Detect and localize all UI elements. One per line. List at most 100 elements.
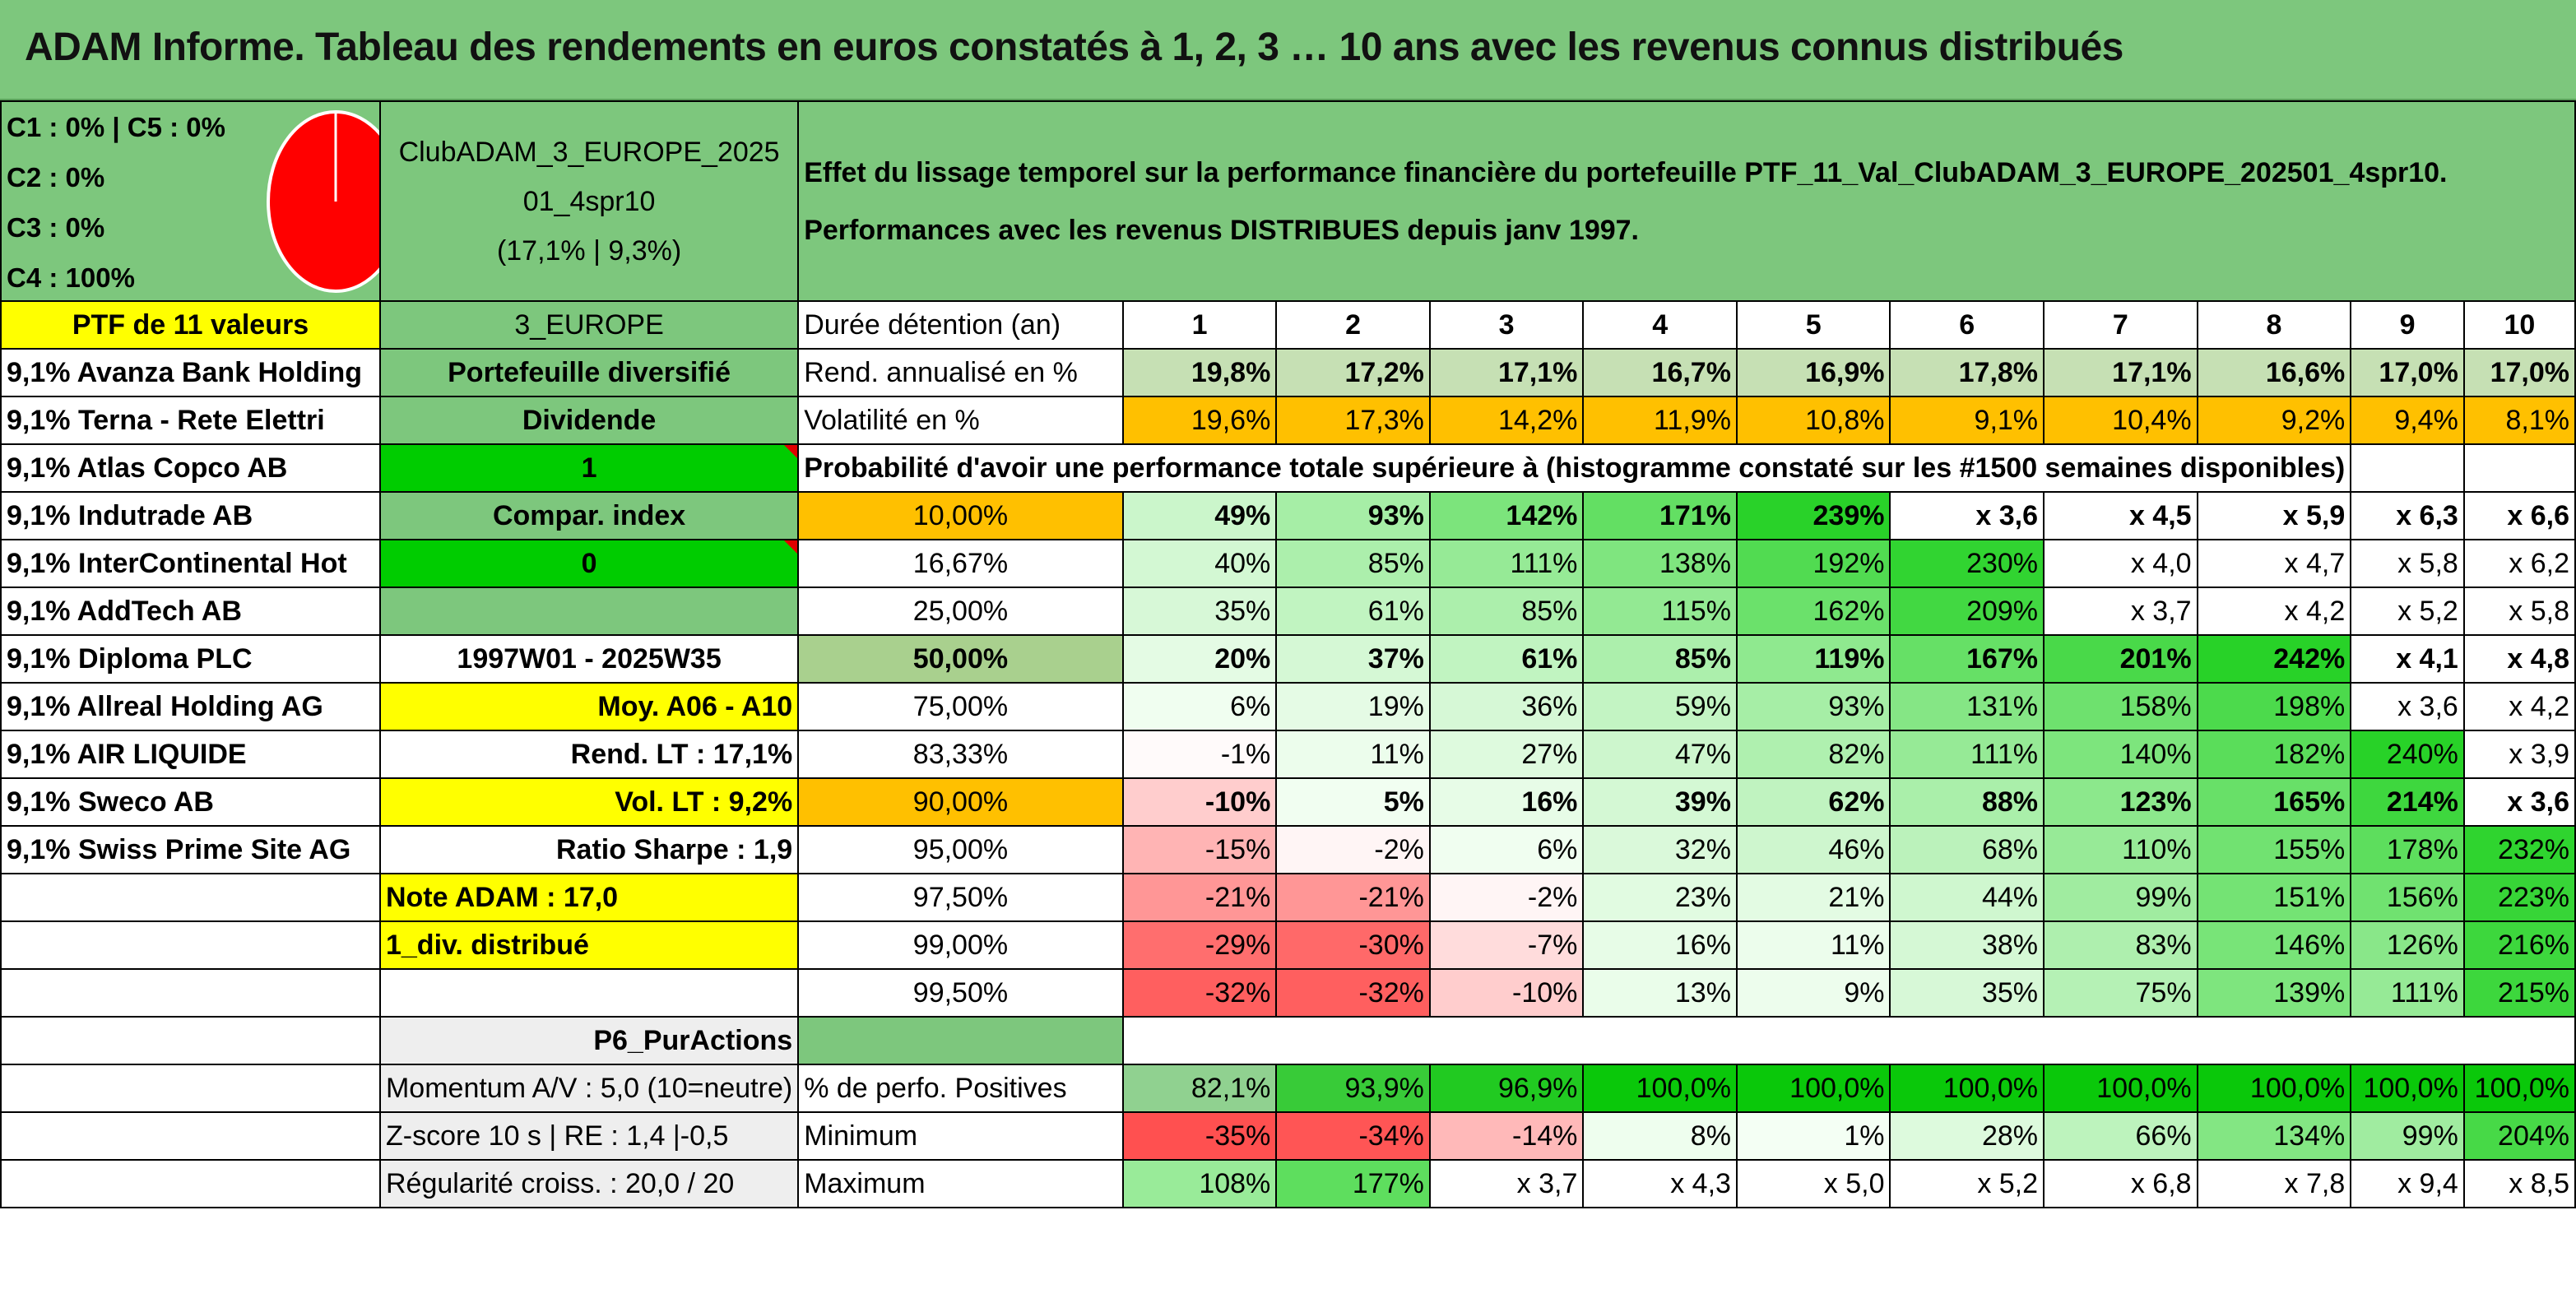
probability-level: 90,00% <box>797 777 1124 827</box>
probability-value: -10% <box>1428 968 1585 1018</box>
legend-item: C4 : 100% <box>7 262 135 293</box>
minimum-value: -14% <box>1428 1111 1585 1161</box>
probability-value: 242% <box>2196 634 2352 684</box>
positive-perf-value: 82,1% <box>1121 1064 1278 1113</box>
maximum-value: x 7,8 <box>2196 1159 2352 1208</box>
positive-perf-value: 100,0% <box>2043 1064 2198 1113</box>
table-row: 9,1% Swiss Prime Site AG Ratio Sharpe : 1… <box>0 825 2576 874</box>
probability-value: -32% <box>1275 968 1431 1018</box>
empty-cell <box>0 873 381 922</box>
maximum-label: Maximum <box>797 1159 1124 1208</box>
holding-item: 9,1% Indutrade AB <box>0 491 381 540</box>
holding-item: 9,1% Diploma PLC <box>0 634 381 684</box>
portfolio-name-line: 01_4spr10 <box>522 185 656 217</box>
description-line: Performances avec les revenus DISTRIBUES… <box>804 214 1639 246</box>
table-row: P6_PurActions <box>0 1016 2576 1065</box>
portfolio-name-line: (17,1% | 9,3%) <box>496 234 682 267</box>
legend-item: C3 : 0% <box>7 212 105 243</box>
probability-value: x 4,5 <box>2043 491 2198 540</box>
maximum-value: x 5,2 <box>1889 1159 2045 1208</box>
long-term-return: Rend. LT : 17,1% <box>378 730 800 779</box>
average-label: Moy. A06 - A10 <box>378 682 800 731</box>
probability-value: 11% <box>1735 920 1891 970</box>
annual-return-value: 17,0% <box>2350 348 2465 397</box>
probability-value: 88% <box>1889 777 2045 827</box>
table-row: 9,1% Allreal Holding AG Moy. A06 - A10 75,… <box>0 682 2576 731</box>
annual-return-label: Rend. annualisé en % <box>797 348 1124 397</box>
maximum-value: 108% <box>1121 1159 1278 1208</box>
volatility-value: 10,4% <box>2043 396 2198 445</box>
probability-value: 138% <box>1582 539 1738 588</box>
empty-cell <box>0 968 381 1018</box>
period-range: 1997W01 - 2025W35 <box>378 634 800 684</box>
positive-perf-label: % de perfo. Positives <box>797 1064 1124 1113</box>
empty-cell <box>378 968 800 1018</box>
probability-value: 142% <box>1428 491 1585 540</box>
minimum-value: -34% <box>1275 1111 1431 1161</box>
positive-perf-value: 100,0% <box>2350 1064 2465 1113</box>
probability-value: 85% <box>1582 634 1738 684</box>
adam-score: Note ADAM : 17,0 <box>378 873 800 922</box>
probability-value: 158% <box>2043 682 2198 731</box>
year-header: 8 <box>2196 300 2352 350</box>
duration-label: Durée détention (an) <box>797 300 1124 350</box>
compar-index-value: 0 <box>378 539 800 588</box>
probability-level: 83,33% <box>797 730 1124 779</box>
volatility-value: 9,1% <box>1889 396 2045 445</box>
probability-value: -21% <box>1275 873 1431 922</box>
probability-value: 37% <box>1275 634 1431 684</box>
maximum-value: x 5,0 <box>1735 1159 1891 1208</box>
probability-value: -2% <box>1275 825 1431 874</box>
probability-value: 13% <box>1582 968 1738 1018</box>
probability-value: 39% <box>1582 777 1738 827</box>
probability-value: x 3,7 <box>2043 587 2198 636</box>
probability-level: 10,00% <box>797 491 1124 540</box>
probability-value: 11% <box>1275 730 1431 779</box>
probability-value: 35% <box>1121 587 1278 636</box>
probability-value: 140% <box>2043 730 2198 779</box>
probability-value: 20% <box>1121 634 1278 684</box>
year-header: 2 <box>1275 300 1431 350</box>
holding-item: 9,1% Terna - Rete Elettri <box>0 396 381 445</box>
probability-value: 23% <box>1582 873 1738 922</box>
table-row: Note ADAM : 17,0 97,50% -21% -21% -2% 23% 21% 4… <box>0 873 2576 922</box>
probability-value: 151% <box>2196 873 2352 922</box>
probability-value: 5% <box>1275 777 1431 827</box>
probability-value: -29% <box>1121 920 1278 970</box>
annual-return-value: 16,6% <box>2196 348 2352 397</box>
probability-value: 209% <box>1889 587 2045 636</box>
probability-level: 16,67% <box>797 539 1124 588</box>
probability-value: 46% <box>1735 825 1891 874</box>
probability-level: 50,00% <box>797 634 1124 684</box>
probability-value: 61% <box>1275 587 1431 636</box>
probability-value: 201% <box>2043 634 2198 684</box>
positive-perf-value: 100,0% <box>1735 1064 1891 1113</box>
probability-value: -7% <box>1428 920 1585 970</box>
portfolio-name-line: ClubADAM_3_EUROPE_2025 <box>398 136 780 168</box>
holding-item: 9,1% AIR LIQUIDE <box>0 730 381 779</box>
dividend-count: 1_div. distribué <box>378 920 800 970</box>
probability-value: 59% <box>1582 682 1738 731</box>
probability-value: 82% <box>1735 730 1891 779</box>
positive-perf-value: 100,0% <box>2196 1064 2352 1113</box>
probability-value: 155% <box>2196 825 2352 874</box>
probability-value: x 3,6 <box>1889 491 2045 540</box>
probability-value: 146% <box>2196 920 2352 970</box>
probability-value: x 5,2 <box>2350 587 2465 636</box>
annual-return-value: 17,2% <box>1275 348 1431 397</box>
probability-value: 216% <box>2462 920 2576 970</box>
minimum-value: 8% <box>1582 1111 1738 1161</box>
table-row: 9,1% Terna - Rete Elettri Dividende Volati… <box>0 396 2576 445</box>
probability-value: x 4,8 <box>2462 634 2576 684</box>
empty-cell <box>797 1016 1124 1065</box>
probability-value: 232% <box>2462 825 2576 874</box>
probability-value: 47% <box>1582 730 1738 779</box>
year-header: 7 <box>2043 300 2198 350</box>
allocation-pie-chart <box>267 110 378 293</box>
probability-value: 40% <box>1121 539 1278 588</box>
probability-value: 215% <box>2462 968 2576 1018</box>
probability-value: -15% <box>1121 825 1278 874</box>
probability-value: 178% <box>2350 825 2465 874</box>
holding-item: 9,1% AddTech AB <box>0 587 381 636</box>
positive-perf-value: 96,9% <box>1428 1064 1585 1113</box>
